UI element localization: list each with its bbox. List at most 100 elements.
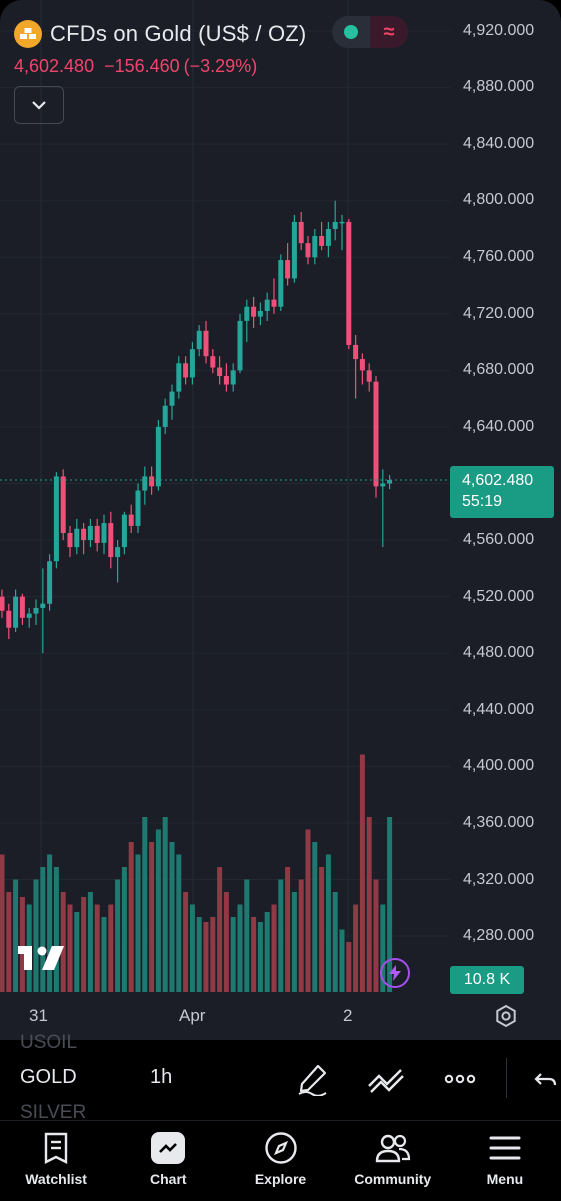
price-label: 4,400.000 [463, 757, 535, 774]
volume-bar [196, 917, 202, 992]
volume-bar [359, 754, 365, 992]
toggle-dot-segment[interactable] [332, 16, 370, 48]
alert-bolt-button[interactable] [380, 958, 410, 988]
candle-body [339, 221, 345, 224]
collapse-button[interactable] [14, 86, 64, 124]
volume-bar [0, 854, 5, 992]
candle-body [312, 236, 318, 258]
volume-bar [271, 904, 277, 992]
volume-bar [169, 842, 175, 992]
candle-body [176, 363, 182, 392]
volume-bar [176, 854, 182, 992]
candle-body [19, 596, 25, 618]
price-label: 4,880.000 [463, 78, 535, 95]
volume-bar [387, 817, 393, 992]
volume-bar [94, 904, 100, 992]
tradingview-logo-icon[interactable] [18, 944, 68, 974]
candle-body [189, 349, 195, 378]
volume-bar [149, 842, 155, 992]
candle-body [74, 528, 80, 548]
chart-icon [151, 1132, 186, 1164]
volume-bar [251, 917, 257, 992]
candle-body [203, 330, 209, 357]
candle-body [135, 490, 141, 526]
symbol-list-item[interactable]: USOIL [20, 1032, 78, 1053]
price-label: 4,560.000 [463, 531, 535, 548]
volume-bar [237, 904, 243, 992]
candle-body [291, 221, 297, 279]
candle-body [101, 523, 107, 543]
candle-body [271, 299, 277, 307]
gold-bars-icon [14, 20, 42, 48]
volume-bar [223, 892, 229, 992]
symbol-title[interactable]: CFDs on Gold (US$ / OZ) [50, 21, 307, 46]
volume-bar [264, 912, 270, 992]
volume-tag: 10.8 K [450, 966, 524, 994]
candle-body [87, 525, 93, 541]
candle-body [108, 523, 114, 558]
volume-bar [319, 867, 325, 992]
nav-explore[interactable]: Explore [224, 1121, 336, 1201]
nav-label: Watchlist [25, 1171, 87, 1187]
candle-body [149, 476, 155, 487]
candle-body [94, 525, 100, 543]
volume-bar [183, 892, 189, 992]
volume-bar [366, 817, 372, 992]
compass-icon [264, 1132, 297, 1164]
undo-icon[interactable] [533, 1062, 561, 1096]
candle-body [47, 561, 53, 604]
nav-community[interactable]: Community [337, 1121, 449, 1201]
volume-bar [244, 879, 250, 992]
candle-body [53, 476, 59, 562]
candle-body [155, 426, 161, 487]
candle-body [121, 514, 127, 548]
wave-icon: ≈ [383, 20, 395, 43]
volume-bar [285, 867, 291, 992]
volume-bar [291, 892, 297, 992]
volume-bar [155, 829, 161, 992]
candle-body [13, 596, 19, 628]
candle-body [305, 243, 311, 258]
time-label: 31 [29, 1006, 48, 1025]
candle-body [359, 359, 365, 371]
nav-chart[interactable]: Chart [112, 1121, 224, 1201]
more-options-icon[interactable] [443, 1062, 477, 1096]
nav-menu[interactable]: Menu [449, 1121, 561, 1201]
volume-bar [60, 892, 66, 992]
bar-countdown: 55:19 [462, 493, 503, 510]
volume-bar [101, 917, 107, 992]
nav-label: Community [354, 1171, 432, 1187]
drawing-tools-icon[interactable] [367, 1062, 405, 1096]
volume-bar [210, 917, 216, 992]
volume-bar [6, 892, 12, 992]
chart-settings-icon[interactable] [494, 1004, 518, 1028]
candle-body [353, 344, 359, 360]
candle-body [387, 479, 393, 484]
volume-bar [373, 879, 379, 992]
price-summary: 4,602.480 −156.460 (−3.29%) [14, 56, 257, 77]
chart-mode-toggle[interactable]: ≈ [332, 16, 408, 48]
candle-body [0, 596, 5, 611]
price-chart[interactable] [0, 0, 561, 1040]
symbol-list-item[interactable]: SILVER [20, 1102, 87, 1123]
pen-draw-icon[interactable] [296, 1062, 330, 1096]
time-label: Apr [179, 1006, 206, 1025]
toggle-wave-segment[interactable]: ≈ [370, 16, 408, 48]
price-label: 4,800.000 [463, 191, 535, 208]
candle-body [278, 260, 284, 307]
price-label: 4,920.000 [463, 22, 535, 39]
symbol-selector[interactable]: GOLD [20, 1066, 77, 1088]
price-label: 4,360.000 [463, 814, 535, 831]
candle-body [67, 532, 73, 548]
interval-selector[interactable]: 1h [150, 1066, 173, 1088]
candle-body [319, 236, 325, 246]
price-change: −156.460 [104, 56, 180, 76]
nav-label: Menu [486, 1171, 524, 1187]
candle-body [373, 381, 379, 487]
candle-body [128, 514, 134, 526]
symbol-header[interactable]: CFDs on Gold (US$ / OZ) [14, 18, 306, 50]
candle-body [6, 610, 12, 628]
current-price: 4,602.480 [14, 56, 95, 76]
volume-bar [67, 904, 73, 992]
nav-watchlist[interactable]: Watchlist [0, 1121, 112, 1201]
